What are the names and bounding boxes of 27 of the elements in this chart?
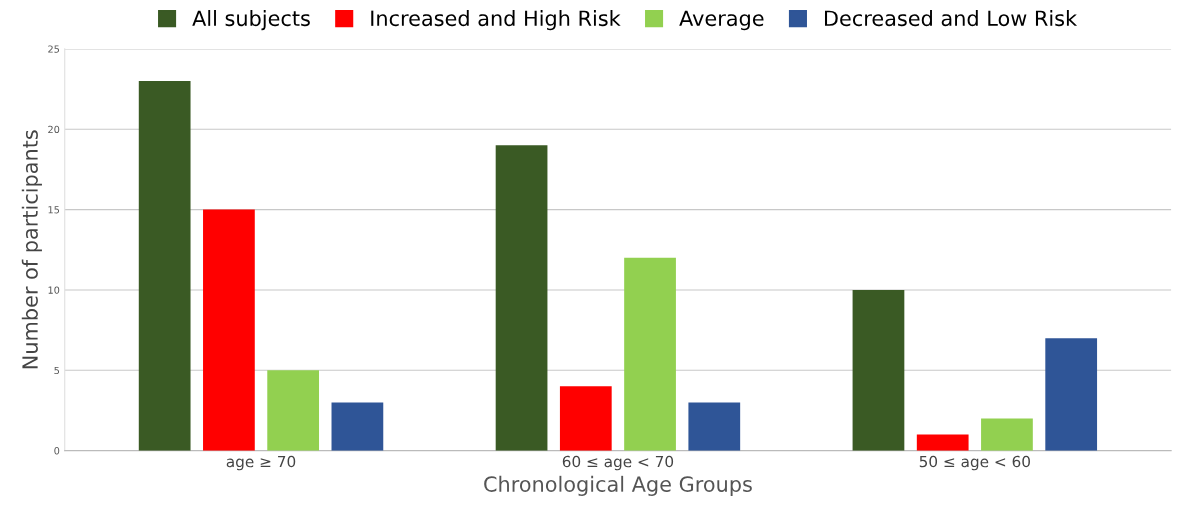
y-tick-label: 0 [54, 447, 60, 455]
bar [981, 418, 1033, 451]
bar [624, 257, 676, 451]
x-tick-label: age ≥ 70 [226, 455, 296, 471]
y-tick-label: 20 [48, 125, 60, 134]
bar [688, 402, 741, 451]
bar [559, 386, 612, 451]
bar [331, 402, 384, 451]
legend-label: Increased and High Risk [371, 10, 621, 31]
bar [267, 370, 320, 451]
bar [203, 209, 255, 451]
legend-label: All subjects [192, 10, 310, 31]
y-tick-label: 25 [48, 45, 60, 53]
legend-label: Decreased and Low Risk [824, 10, 1078, 27]
y-tick-label: 10 [48, 286, 60, 294]
bar [138, 81, 191, 451]
y-axis-title: Number of participants [21, 130, 42, 369]
x-axis-title: Chronological Age Groups [484, 475, 752, 496]
bar [852, 289, 905, 451]
bar [916, 434, 969, 451]
x-tick-label: 50 ≤ age < 60 [919, 455, 1030, 471]
legend-label: Average [679, 10, 764, 31]
x-tick-label: 60 ≤ age < 70 [562, 455, 674, 471]
bar [495, 145, 548, 451]
bar [1045, 338, 1098, 451]
y-tick-label: 5 [54, 366, 60, 375]
y-tick-label: 15 [48, 206, 60, 214]
